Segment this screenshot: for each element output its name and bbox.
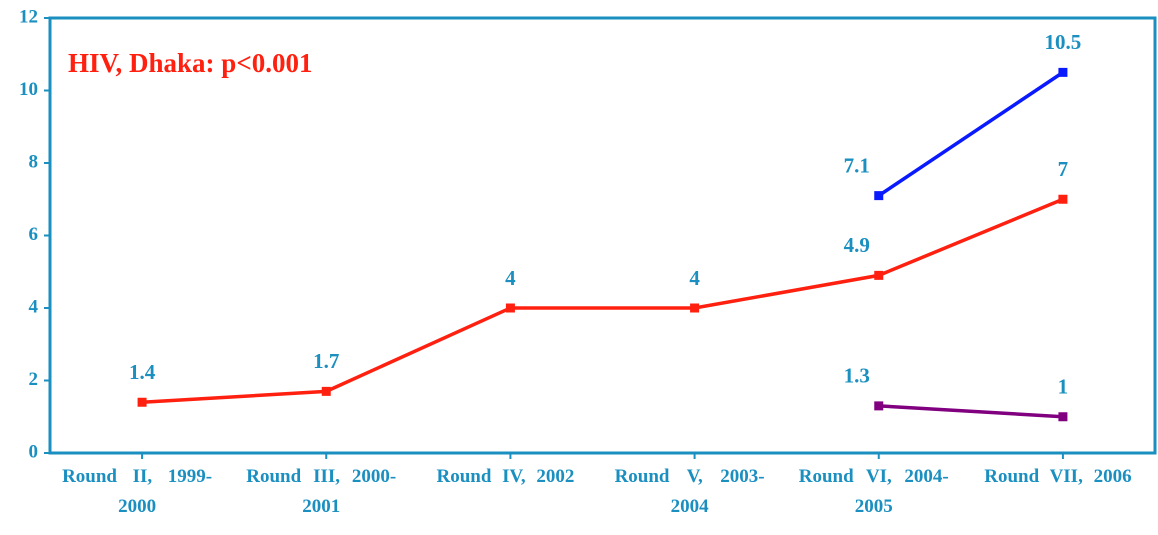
x-tick-label: Round II, 1999-2000	[62, 466, 213, 517]
y-tick-label: 0	[29, 441, 39, 462]
x-tick-label: Round V, 2003-2004	[614, 466, 765, 517]
point-marker	[1058, 412, 1068, 422]
point-marker	[690, 303, 700, 313]
series-line	[877, 70, 1064, 198]
y-tick-label: 12	[19, 6, 38, 27]
data-label: 4	[505, 266, 516, 290]
data-label: 1.4	[129, 360, 156, 384]
data-label: 1.7	[313, 349, 339, 373]
data-label: 7	[1058, 157, 1069, 181]
series-line	[141, 197, 1064, 404]
data-label: 7.1	[844, 153, 870, 177]
point-marker	[1058, 194, 1068, 204]
point-marker	[1058, 67, 1068, 77]
data-label: 1	[1058, 375, 1069, 399]
data-label: 4	[689, 266, 700, 290]
y-tick-label: 6	[29, 224, 39, 245]
data-label: 4.9	[844, 233, 870, 257]
y-tick-label: 4	[29, 296, 39, 317]
x-tick-label: Round IV, 2002	[436, 466, 575, 487]
point-marker	[321, 386, 331, 396]
data-label: 1.3	[844, 364, 870, 388]
x-tick-label: Round VI, 2004-2005	[798, 466, 949, 517]
x-tick-label: Round III, 2000-2001	[246, 466, 397, 517]
annotation: HIV, Dhaka: p<0.001	[68, 48, 312, 78]
y-tick-label: 2	[29, 369, 39, 390]
y-tick-label: 8	[29, 151, 39, 172]
x-tick-label: Round VII, 2006	[984, 466, 1132, 487]
point-marker	[874, 401, 884, 411]
data-label: 10.5	[1045, 30, 1082, 54]
point-marker	[874, 191, 884, 201]
point-marker	[505, 303, 515, 313]
plot-frame	[48, 16, 1157, 455]
point-marker	[874, 270, 884, 280]
series-line	[878, 404, 1064, 419]
point-marker	[137, 397, 147, 407]
y-tick-label: 10	[19, 79, 38, 100]
